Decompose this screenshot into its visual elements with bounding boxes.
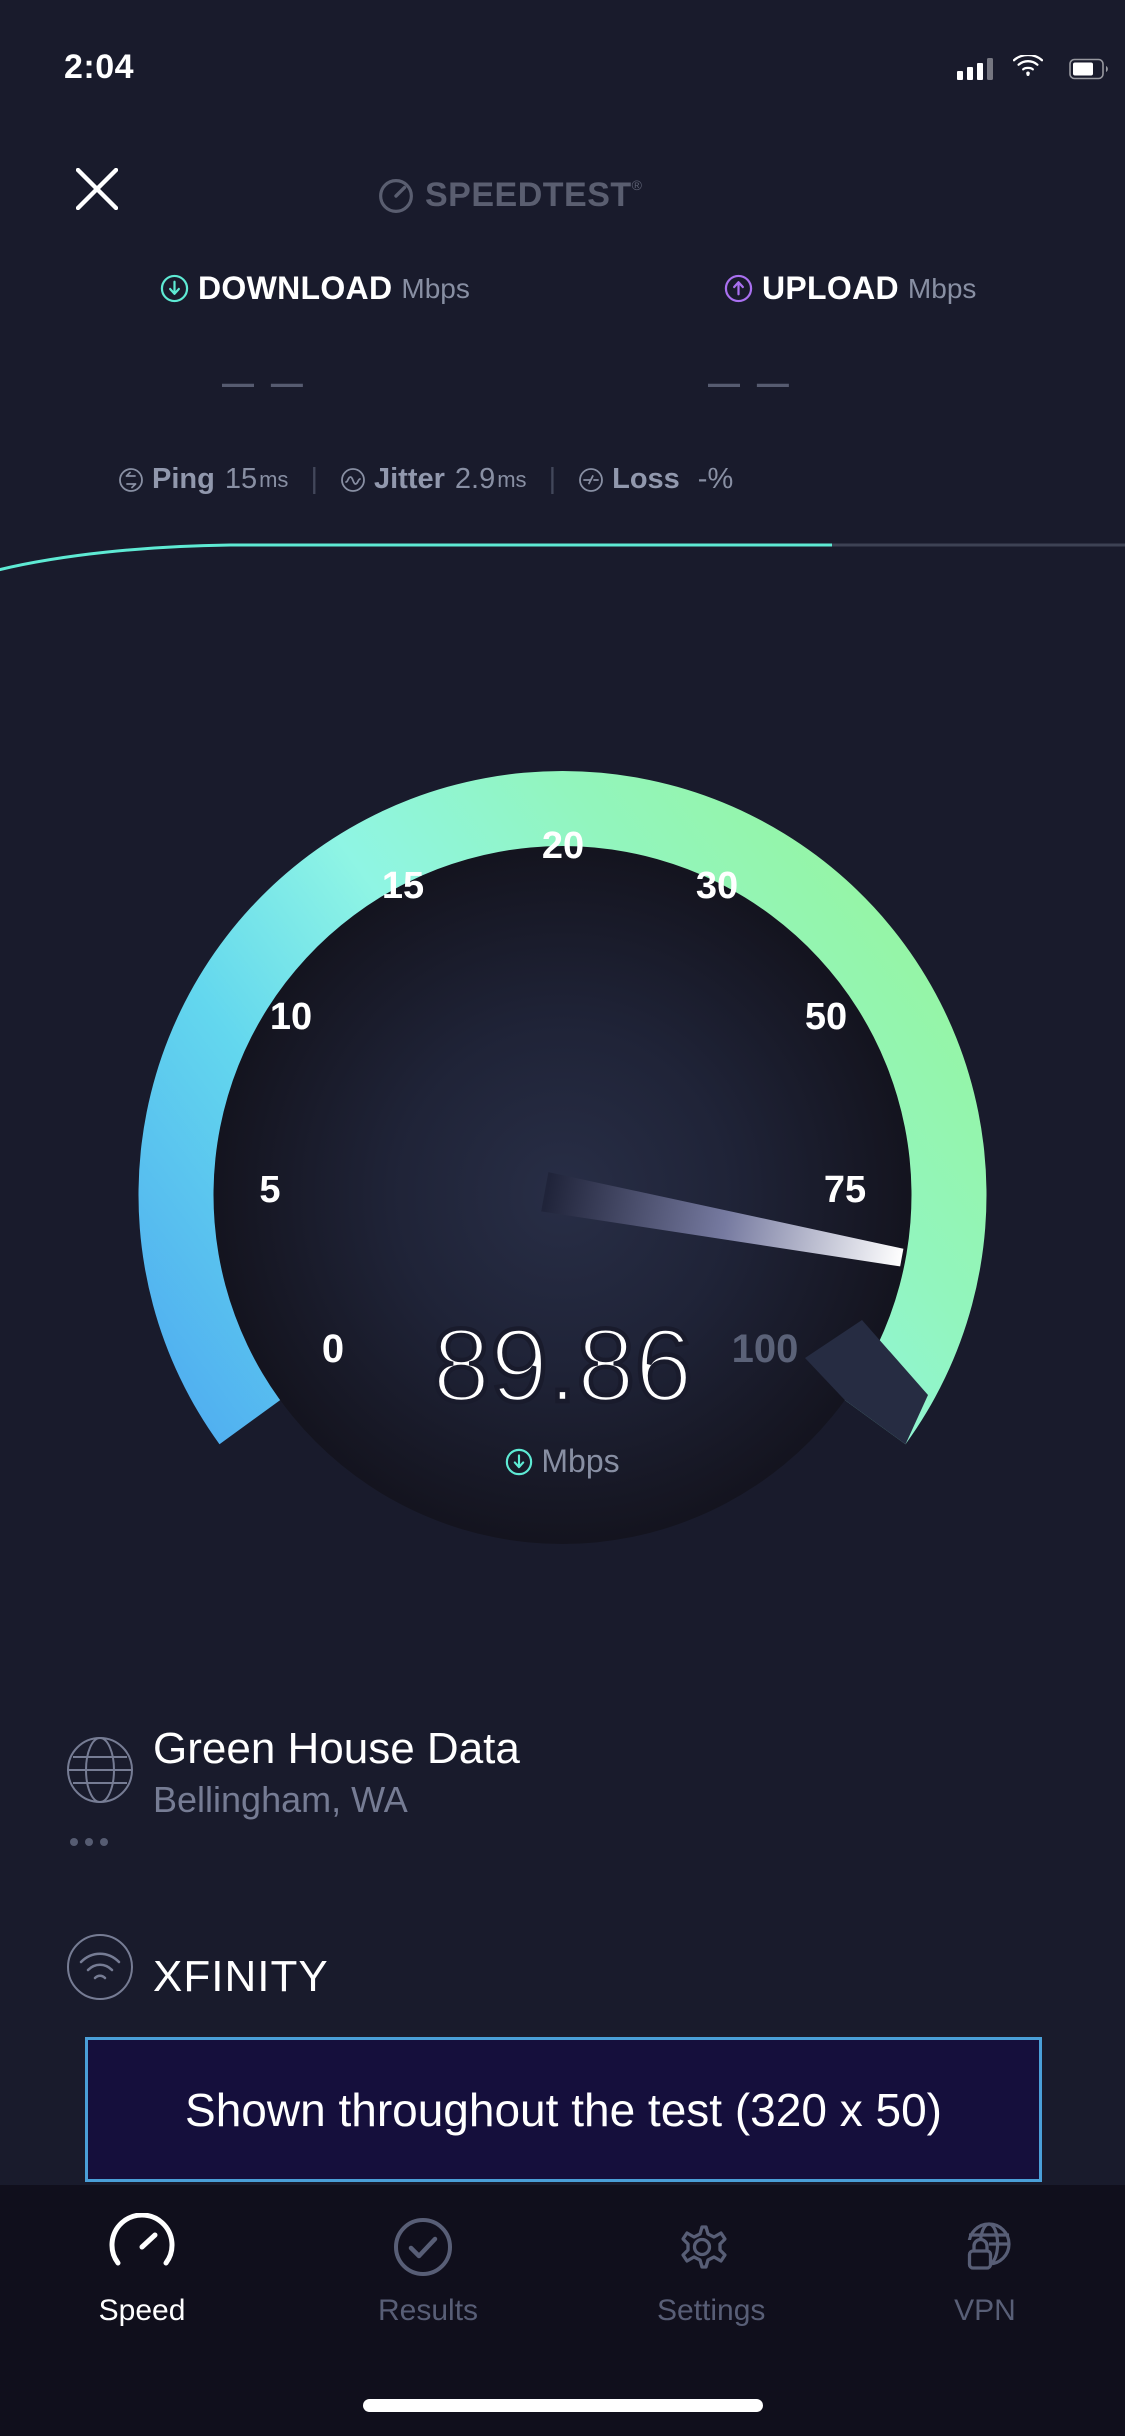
svg-text:100: 100 xyxy=(732,1327,799,1371)
svg-text:30: 30 xyxy=(696,865,738,907)
svg-text:89.86: 89.86 xyxy=(432,1308,692,1424)
svg-text:50: 50 xyxy=(805,996,847,1038)
svg-text:0: 0 xyxy=(322,1327,344,1371)
svg-text:20: 20 xyxy=(542,825,584,867)
svg-text:10: 10 xyxy=(270,996,312,1038)
svg-text:15: 15 xyxy=(382,865,424,907)
svg-text:5: 5 xyxy=(259,1169,280,1211)
svg-text:75: 75 xyxy=(824,1169,866,1211)
